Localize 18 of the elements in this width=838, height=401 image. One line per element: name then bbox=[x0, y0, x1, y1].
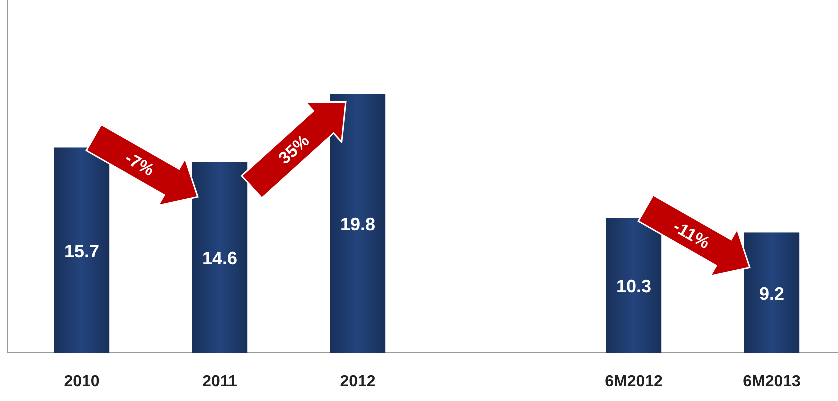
x-tick-label: 2010 bbox=[64, 373, 100, 390]
data-label: 19.8 bbox=[340, 214, 376, 235]
annotation: -11% bbox=[670, 217, 714, 253]
data-label: 9.2 bbox=[759, 284, 785, 304]
bar bbox=[192, 162, 248, 353]
bar bbox=[744, 232, 800, 353]
bar bbox=[606, 218, 662, 353]
x-tick-label: 6M2012 bbox=[605, 373, 664, 390]
bar bbox=[54, 148, 110, 353]
data-label: 10.3 bbox=[616, 276, 652, 297]
x-tick-label: 2011 bbox=[202, 373, 238, 390]
x-tick-label: 2012 bbox=[340, 373, 376, 390]
annotation: 35% bbox=[275, 131, 314, 168]
data-label: 14.6 bbox=[202, 248, 238, 269]
annotation: -7% bbox=[122, 148, 158, 180]
x-tick-label: 6M2013 bbox=[743, 373, 802, 390]
bar bbox=[330, 94, 386, 353]
data-label: 15.7 bbox=[64, 241, 100, 262]
